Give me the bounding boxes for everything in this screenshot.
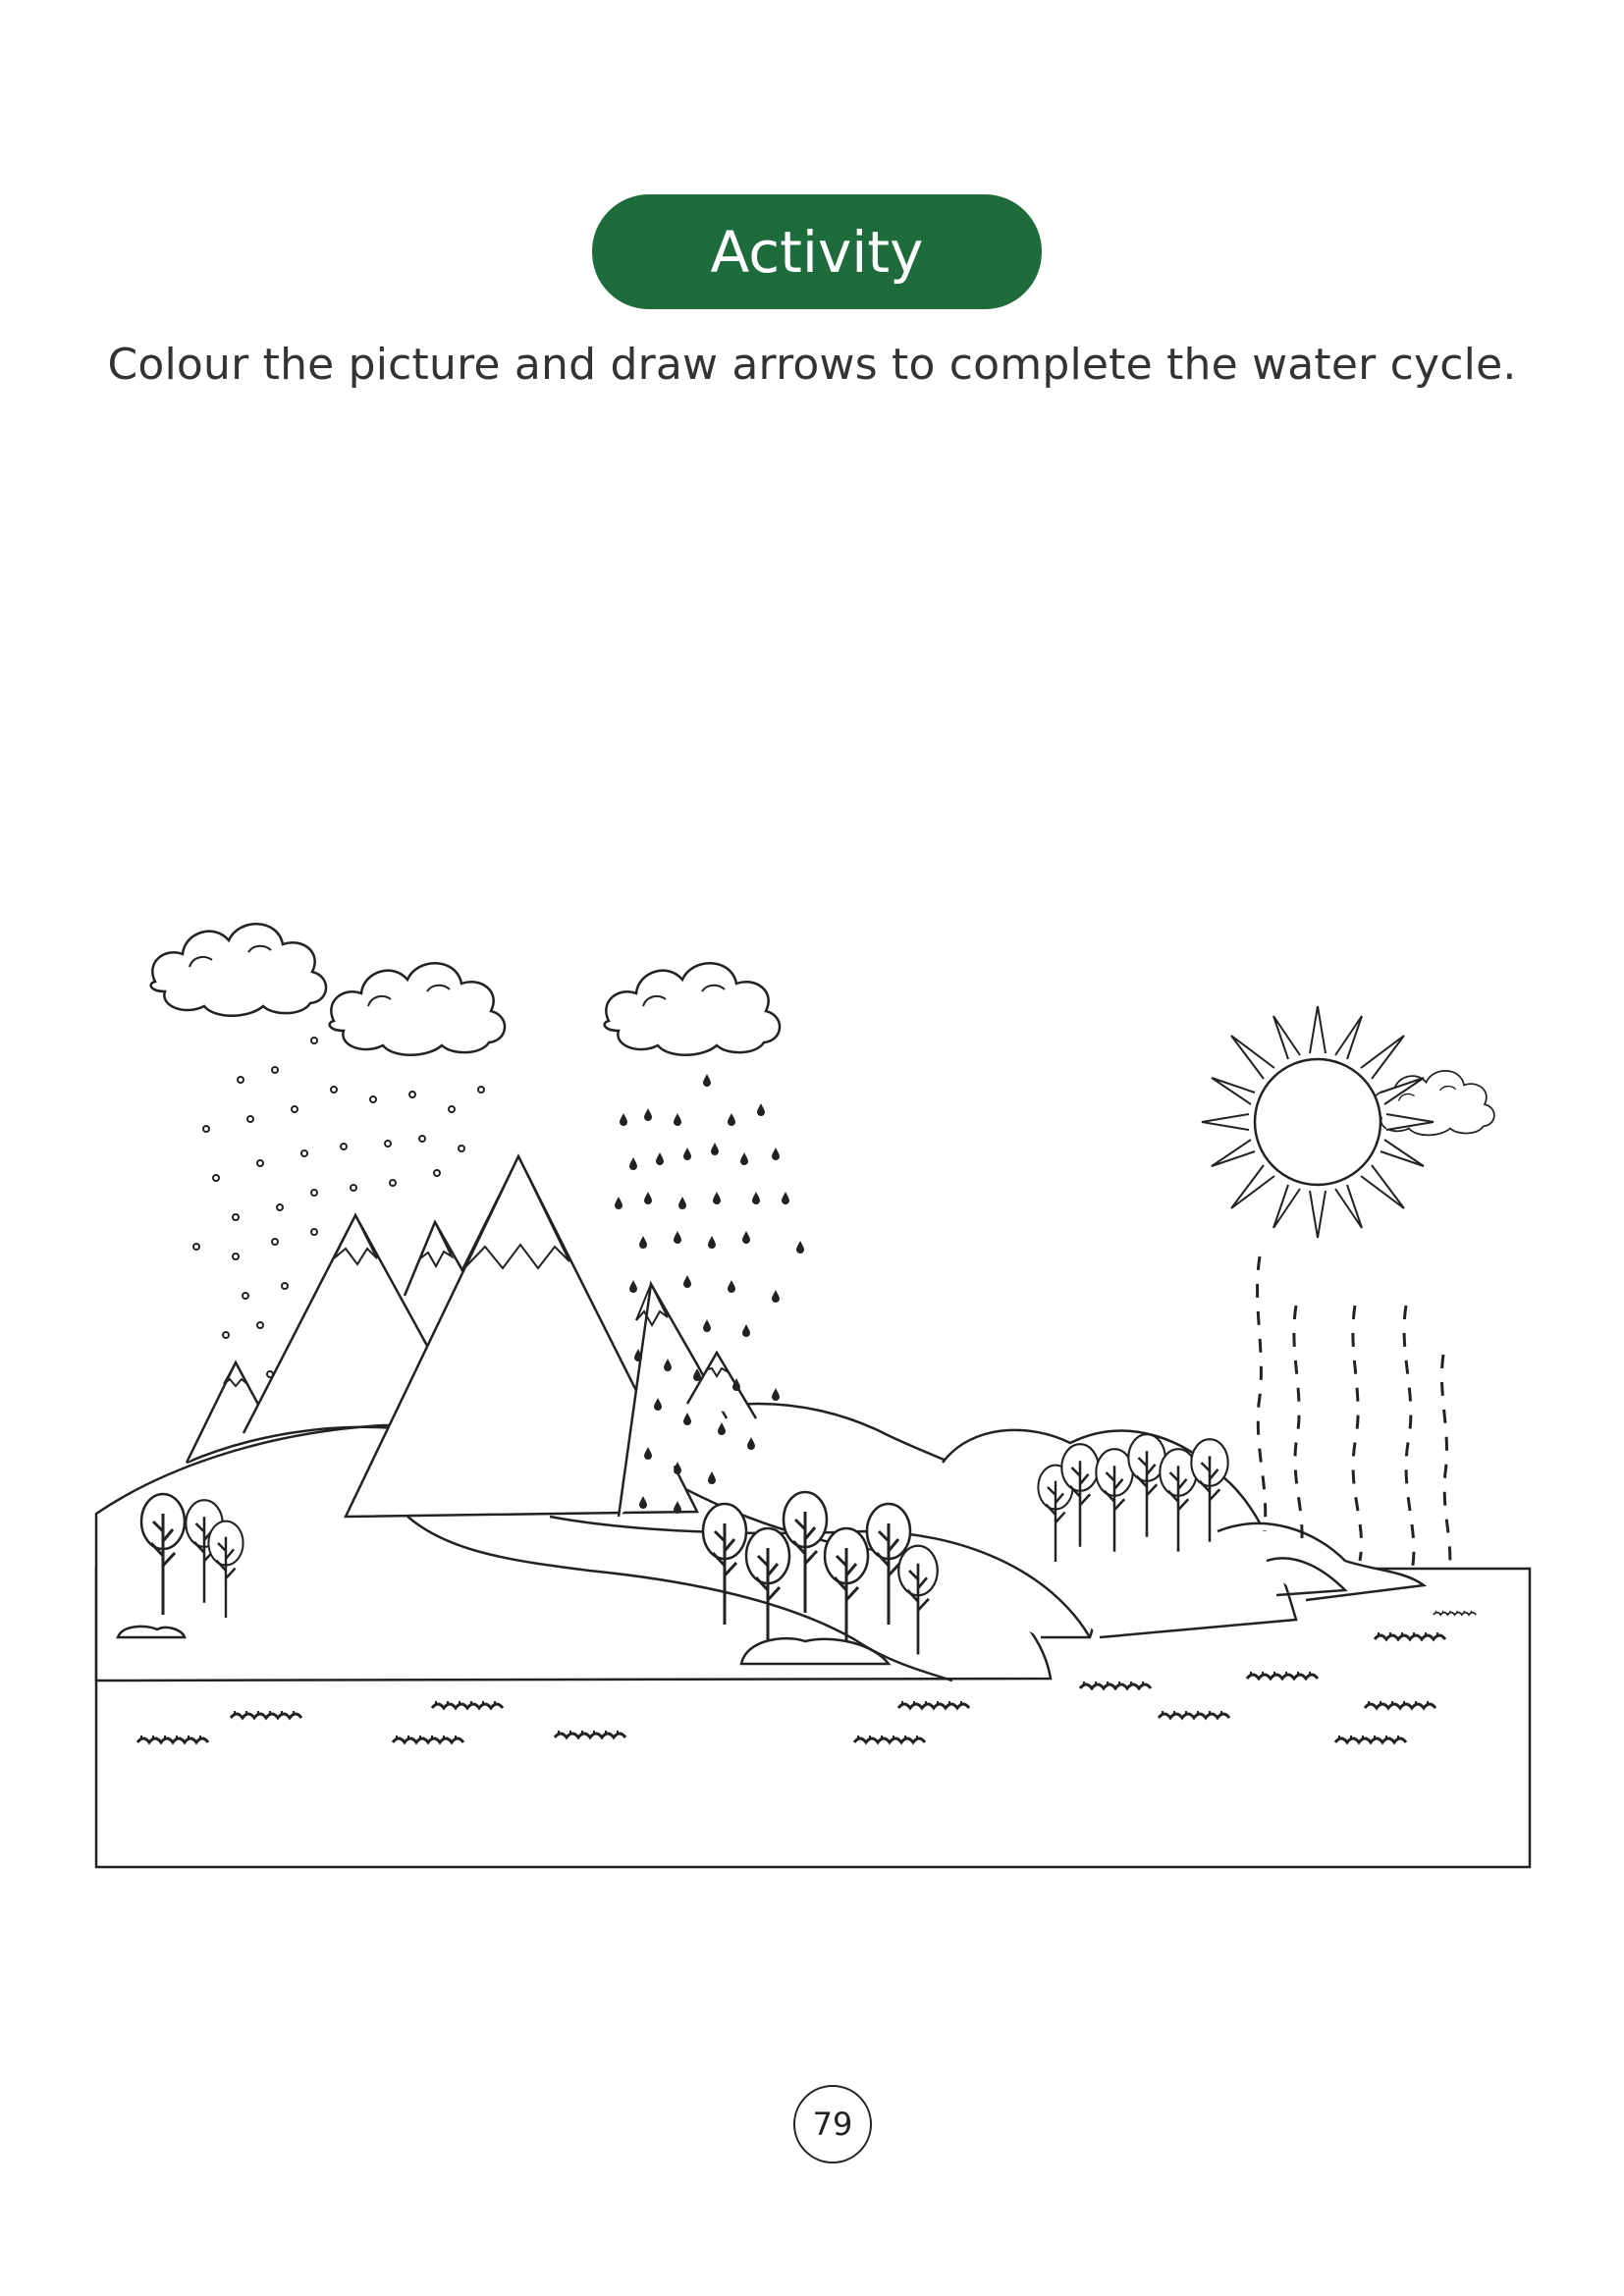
mountain-main xyxy=(344,1153,700,1519)
river-bank-lower xyxy=(549,1515,1092,1638)
rock-left xyxy=(116,1625,187,1639)
cloud-1 xyxy=(149,922,328,1017)
cloud-2 xyxy=(328,961,507,1056)
river-bank-upper xyxy=(402,1511,953,1682)
rock-middle xyxy=(739,1636,892,1666)
page-number: 79 xyxy=(793,2085,872,2163)
activity-badge-label: Activity xyxy=(710,218,924,286)
instruction-text: Colour the picture and draw arrows to co… xyxy=(107,340,1517,390)
right-shore-2 xyxy=(1266,1557,1348,1597)
right-shore xyxy=(1217,1522,1428,1602)
cloud-3 xyxy=(603,961,782,1056)
back-hill-left xyxy=(186,1425,394,1465)
activity-badge: Activity xyxy=(592,194,1042,309)
evaporation-lines xyxy=(1256,1255,1452,1572)
sun xyxy=(1201,1005,1435,1239)
